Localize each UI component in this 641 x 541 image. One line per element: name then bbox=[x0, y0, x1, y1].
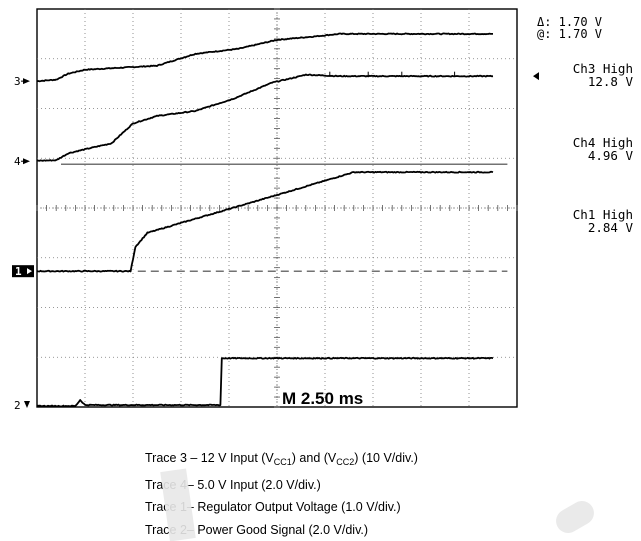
ch3-label: Ch3 High 12.8 V bbox=[573, 62, 633, 88]
trace-3 bbox=[37, 33, 493, 81]
timebase-label: M 2.50 ms bbox=[282, 389, 363, 409]
ch1-label: Ch1 High 2.84 V bbox=[573, 208, 633, 234]
traces bbox=[37, 33, 539, 406]
channel-marker-1-label: 1 bbox=[15, 265, 22, 278]
channel-markers: 3 4 1 2 bbox=[12, 75, 34, 410]
trigger-level-arrow bbox=[533, 72, 539, 80]
ch1-label-value: 2.84 V bbox=[573, 221, 633, 234]
channel-marker-2-arrow bbox=[24, 401, 30, 408]
channel-marker-4-label: 4 bbox=[14, 155, 21, 168]
watermark-stroke bbox=[552, 497, 599, 538]
cursor-at-readout: @: 1.70 V bbox=[537, 28, 602, 40]
trace-2 bbox=[37, 358, 493, 407]
reference-lines bbox=[61, 164, 507, 271]
oscilloscope-chart: 3 4 1 2 bbox=[0, 0, 641, 410]
ch4-label: Ch4 High 4.96 V bbox=[573, 136, 633, 162]
channel-marker-3-label: 3 bbox=[14, 75, 21, 88]
ch4-label-value: 4.96 V bbox=[573, 149, 633, 162]
trace-1 bbox=[37, 172, 493, 272]
channel-marker-2-label: 2 bbox=[14, 399, 21, 410]
trace-4 bbox=[37, 75, 493, 161]
ch3-label-value: 12.8 V bbox=[573, 75, 633, 88]
